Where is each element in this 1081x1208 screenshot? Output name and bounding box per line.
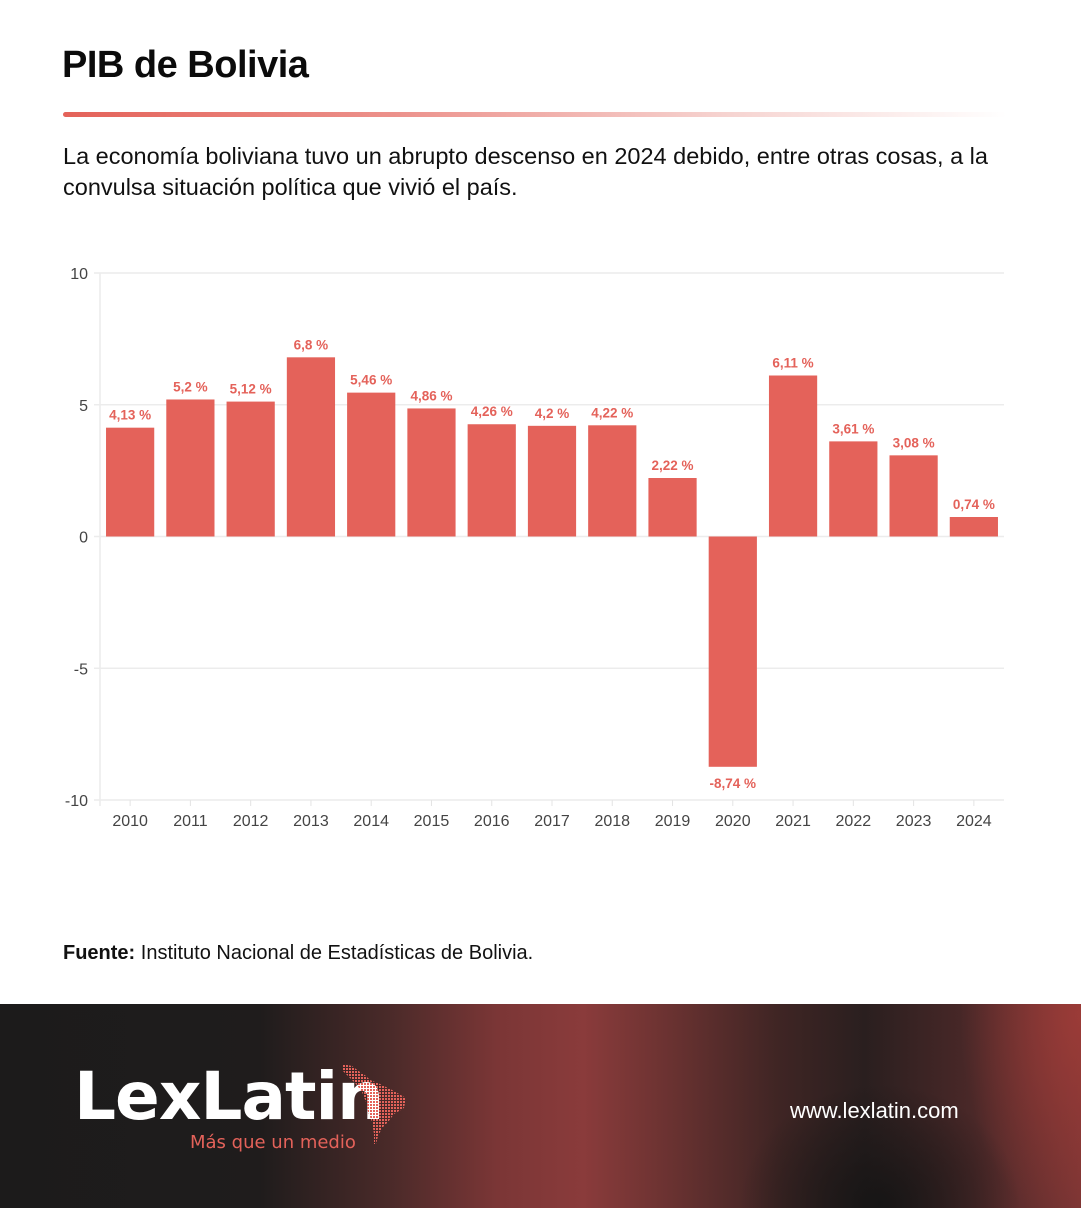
source-label: Fuente: bbox=[63, 942, 136, 964]
bar-2022 bbox=[829, 441, 878, 537]
data-label-2014: 5,46 % bbox=[350, 373, 392, 388]
bar-2020 bbox=[708, 536, 757, 767]
bar-2012 bbox=[226, 401, 275, 537]
bar-2017 bbox=[527, 425, 577, 537]
x-tick-label: 2021 bbox=[775, 813, 811, 830]
bar-2018 bbox=[588, 425, 637, 537]
title-divider bbox=[63, 112, 1007, 117]
x-tick-label: 2023 bbox=[896, 813, 932, 830]
bar-2010 bbox=[106, 427, 155, 537]
y-tick-label: -5 bbox=[74, 661, 88, 678]
chart-subtitle: La economía boliviana tuvo un abrupto de… bbox=[63, 143, 988, 200]
x-tick-label: 2018 bbox=[594, 813, 630, 830]
x-tick-label: 2016 bbox=[474, 813, 510, 830]
source-note: Fuente: Instituto Nacional de Estadístic… bbox=[63, 942, 533, 965]
website-link[interactable]: www.lexlatin.com bbox=[790, 1098, 959, 1123]
bar-2024 bbox=[949, 517, 998, 537]
bar-2011 bbox=[166, 399, 215, 537]
x-tick-label: 2019 bbox=[655, 813, 691, 830]
x-tick-label: 2010 bbox=[112, 813, 148, 830]
data-label-2011: 5,2 % bbox=[173, 379, 208, 394]
lexlatin-logo[interactable]: LexLatin bbox=[74, 1058, 384, 1135]
y-tick-label: -10 bbox=[65, 793, 88, 810]
x-tick-label: 2022 bbox=[836, 813, 872, 830]
bar-2013 bbox=[286, 357, 336, 537]
data-labels: 4,13 % 5,2 % 5,12 % 6,8 % 5,46 % 4,86 % 4,26 %… bbox=[109, 337, 995, 790]
x-tick-label: 2020 bbox=[715, 813, 751, 830]
x-tick-label: 2017 bbox=[534, 813, 570, 830]
x-tick-label: 2013 bbox=[293, 813, 329, 830]
bars bbox=[106, 357, 998, 767]
chart-title: PIB de Bolivia bbox=[62, 44, 309, 86]
x-tick-label: 2024 bbox=[956, 813, 992, 830]
x-tick-label: 2012 bbox=[233, 813, 269, 830]
y-tick-label: 10 bbox=[70, 266, 88, 283]
data-label-2018: 4,22 % bbox=[591, 405, 633, 420]
data-label-2023: 3,08 % bbox=[893, 435, 935, 450]
data-label-2021: 6,11 % bbox=[772, 356, 813, 371]
data-label-2024: 0,74 % bbox=[953, 497, 995, 512]
x-tick-label: 2014 bbox=[353, 813, 389, 830]
data-label-2020: -8,74 % bbox=[710, 776, 757, 791]
data-label-2015: 4,86 % bbox=[410, 388, 452, 403]
bar-2015 bbox=[407, 408, 456, 537]
x-tick-label: 2015 bbox=[414, 813, 450, 830]
data-label-2013: 6,8 % bbox=[294, 337, 329, 352]
bar-2021 bbox=[768, 375, 818, 537]
bar-2023 bbox=[889, 455, 938, 537]
source-text: Instituto Nacional de Estadísticas de Bo… bbox=[135, 942, 534, 964]
data-label-2017: 4,2 % bbox=[535, 406, 570, 421]
footer-banner bbox=[0, 1004, 1081, 1208]
y-tick-label: 0 bbox=[79, 530, 88, 547]
data-label-2019: 2,22 % bbox=[652, 458, 694, 473]
logo-tagline: Más que un medio bbox=[190, 1132, 356, 1153]
bar-2019 bbox=[648, 478, 697, 537]
bar-chart: 10 5 0 -5 -10 2010 2011 2012 2013 2014 2015 2016 201… bbox=[65, 266, 1004, 830]
data-label-2010: 4,13 % bbox=[109, 408, 151, 423]
axes: 10 5 0 -5 -10 2010 2011 2012 2013 2014 2015 2016 201… bbox=[65, 266, 992, 830]
data-label-2016: 4,26 % bbox=[471, 404, 513, 419]
bar-2016 bbox=[467, 424, 516, 537]
data-label-2012: 5,12 % bbox=[230, 382, 272, 397]
data-label-2022: 3,61 % bbox=[832, 421, 874, 436]
y-tick-label: 5 bbox=[79, 398, 88, 415]
bar-2014 bbox=[347, 392, 396, 537]
latin-america-map-icon bbox=[342, 1064, 406, 1144]
x-tick-label: 2011 bbox=[173, 813, 208, 830]
